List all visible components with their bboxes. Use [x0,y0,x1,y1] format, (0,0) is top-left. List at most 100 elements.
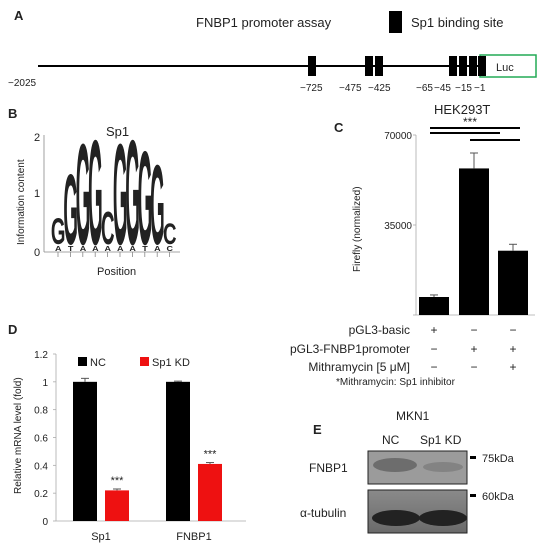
treatment-mark: + [509,360,516,374]
binding-site-label: −1 [474,83,486,94]
marker-label-60: 60kDa [482,491,515,503]
motif-minor-letter: A [80,245,87,253]
firefly-ytick: 35000 [384,221,412,232]
marker-tick-75 [470,456,476,459]
motif-letter: G [150,142,165,269]
fnbp1-band-sp1kd [423,462,463,472]
treatment-mark: − [430,342,437,356]
panel-e-label: E [313,422,322,437]
motif-letter: G [138,125,153,273]
motif-letter: C [163,219,177,251]
mrna-ytick: 0.4 [34,461,48,472]
mrna-ytick: 1.2 [34,350,48,361]
binding-site-box [478,56,486,76]
mrna-bar [166,381,190,521]
motif-letter: G [88,109,103,276]
mrna-significance: *** [111,475,125,487]
binding-site-label: −475 [339,83,362,94]
tubulin-protein-label: α-tubulin [300,506,346,520]
promoter-assay-title: FNBP1 promoter assay [196,15,332,30]
binding-site-label: −65 [416,83,433,94]
motif-position-ticks [57,252,171,257]
motif-minor-letter: A [117,245,124,253]
motif-minor-letter: A [92,245,99,253]
binding-site-box [365,56,373,76]
tubulin-band-sp1kd [419,510,467,526]
mrna-legend-label: NC [90,357,106,369]
panel-a-label: A [14,8,24,23]
motif-letter: G [125,109,140,276]
mrna-bar [105,490,129,521]
firefly-bar-chart: 35000 70000 [384,131,535,316]
motif-minor-letter: A [129,245,136,253]
mrna-ytick: 0.6 [34,434,48,445]
mrna-legend-swatch [78,357,87,366]
motif-minor-letter: T [68,245,74,253]
treatment-mark: + [470,342,477,356]
treatment-mark: − [430,360,437,374]
mrna-ytick: 0 [42,517,48,528]
firefly-ylabel: Firefly (normalized) [352,186,363,272]
binding-site-label: −15 [455,83,472,94]
binding-site-box [449,56,457,76]
motif-letter: G [63,155,78,266]
mrna-bar [73,381,97,521]
treatment-mark: − [509,323,516,337]
mrna-ytick: 0.8 [34,406,48,417]
firefly-bar [419,297,449,315]
motif-title: Sp1 [106,124,129,139]
motif-letter: G [76,114,91,275]
legend-site-swatch [389,11,402,33]
panel-b: B Sp1 Information content 2 1 0 GGGGCGGG… [8,106,180,278]
motif-letter: G [113,114,128,275]
binding-site-box [308,56,316,76]
treatment-mark: + [430,323,437,337]
panel-e: E MKN1 NC Sp1 KD FNBP1 α-tubulin 75kDa 6… [300,409,515,534]
motif-minor-letter: C [167,245,174,253]
panel-c-label: C [334,120,344,135]
mrna-legend-swatch [140,357,149,366]
mithramycin-note: *Mithramycin: Sp1 inhibitor [336,377,456,388]
binding-site-box [469,56,477,76]
mrna-bar [198,463,222,521]
motif-ytick-1: 1 [34,188,40,200]
hek293t-title: HEK293T [434,102,490,117]
fnbp1-protein-label: FNBP1 [309,461,348,475]
panel-d: D 0 0.2 0.4 0.6 0.8 1 1.2 Relative mRNA level (… [8,322,246,543]
firefly-ytick: 70000 [384,131,412,142]
legend-site-label: Sp1 binding site [411,15,504,30]
panel-a: A FNBP1 promoter assay Sp1 binding site … [8,8,537,94]
mrna-category-label: FNBP1 [176,531,211,543]
mrna-bar-chart: 0 0.2 0.4 0.6 0.8 1 1.2 Relative mRNA level (fo… [13,350,246,543]
treatment-row-label: pGL3-FNBP1promoter [290,342,410,356]
tubulin-band-nc [372,510,420,526]
motif-xlabel: Position [97,266,136,278]
panel-c: C HEK293T Firefly (normalized) 35000 7000… [290,102,535,388]
marker-tick-60 [470,494,476,497]
binding-site-label: −725 [300,83,323,94]
fnbp1-band-nc [373,458,417,472]
binding-sites: −725 −475 −425 −65 −45 −15 −1 [300,56,486,94]
motif-letter: G [51,211,66,253]
treatment-mark: − [470,323,477,337]
motif-minor-letter: T [142,245,148,253]
mrna-legend-label: Sp1 KD [152,357,190,369]
mrna-ytick: 0.2 [34,489,48,500]
promoter-start-label: −2025 [8,78,37,89]
luc-reporter-label: Luc [496,62,514,74]
motif-ylabel: Information content [16,159,27,245]
binding-site-box [375,56,383,76]
marker-label-75: 75kDa [482,453,515,465]
mrna-ylabel: Relative mRNA level (fold) [13,377,24,494]
hek-significance: *** [463,115,477,129]
motif-ytick-0: 0 [34,247,40,259]
treatment-mark: − [470,360,477,374]
binding-site-label: −425 [368,83,391,94]
lane-label-nc: NC [382,433,400,447]
treatment-row-label: Mithramycin [5 μM] [308,360,410,374]
treatment-row-label: pGL3-basic [349,323,410,337]
firefly-bar [459,168,489,315]
panel-d-label: D [8,322,17,337]
